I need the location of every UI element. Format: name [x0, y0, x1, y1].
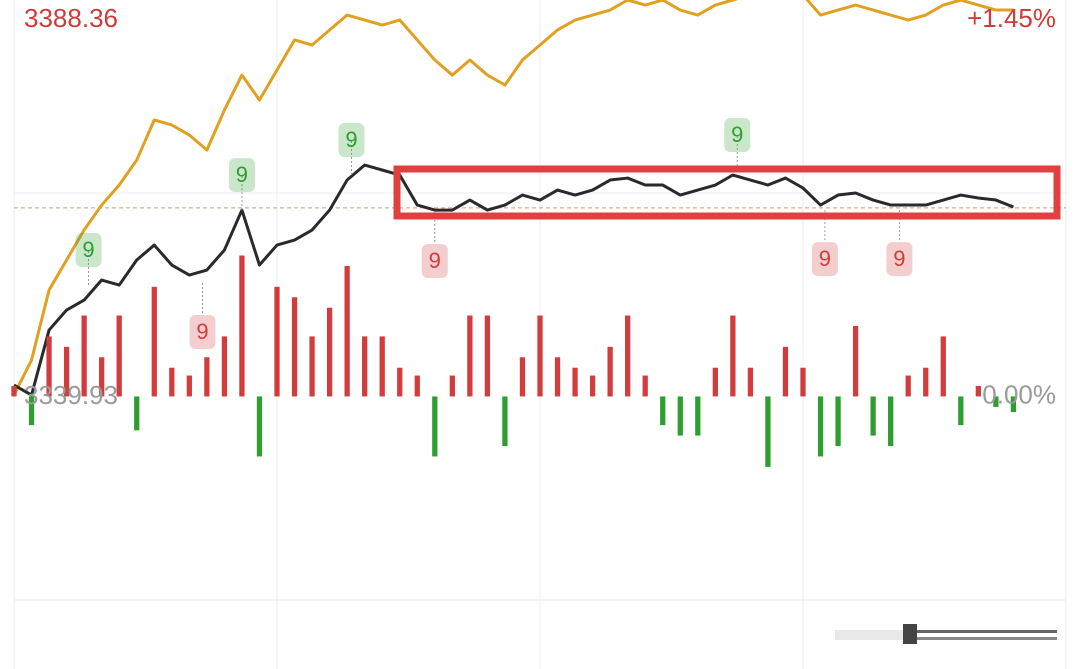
y2-tick-label: +1.45% [967, 3, 1056, 33]
bar [958, 396, 964, 426]
bar [151, 286, 157, 397]
bar [1010, 396, 1017, 413]
annotation-badge [724, 117, 751, 152]
bar [923, 367, 929, 397]
bar [362, 336, 368, 397]
bar [467, 315, 473, 397]
volume-icon [835, 624, 1057, 644]
bar [660, 396, 666, 426]
bar [993, 396, 999, 407]
bar [572, 367, 578, 397]
annotation-badge [338, 123, 365, 158]
bar [852, 325, 859, 397]
bar [449, 375, 455, 397]
bar [134, 396, 140, 431]
bar [589, 375, 596, 397]
bar [326, 307, 333, 397]
bar [239, 255, 245, 397]
bar [519, 357, 526, 397]
bar [11, 385, 17, 397]
bar [765, 396, 771, 467]
bar [99, 357, 105, 397]
bar [888, 396, 894, 447]
bar [204, 357, 210, 397]
bar [432, 396, 438, 457]
bar [554, 357, 561, 397]
annotation-badge [421, 244, 448, 279]
bar [607, 346, 613, 397]
bar [625, 315, 631, 397]
icon-line [917, 630, 1057, 633]
bar [870, 396, 876, 436]
bar [695, 396, 701, 436]
annotation-label: 9 [429, 248, 441, 273]
bar [256, 396, 263, 457]
plot: 9 9 9 9 9 9 9 9 3339.93 3388.36 0.00% +1.45% [11, 0, 1067, 669]
bar [169, 367, 175, 397]
bar [975, 385, 981, 397]
bar [502, 396, 508, 447]
annotation-label: 9 [236, 162, 248, 187]
y-tick-label: 3388.36 [24, 3, 118, 33]
bar [274, 286, 280, 397]
bar [642, 375, 648, 397]
icon-block [903, 624, 917, 644]
bar [677, 396, 683, 436]
bar [905, 375, 911, 397]
bar [712, 367, 718, 397]
annotation-badge [886, 242, 913, 277]
price-line [13, 163, 1014, 397]
annotation-label: 9 [819, 246, 831, 271]
bar [186, 375, 192, 397]
bar [379, 336, 385, 397]
bar [782, 346, 789, 397]
annotation-badge [75, 233, 102, 268]
annotation-label: 9 [893, 246, 905, 271]
bar [414, 375, 420, 397]
bar [221, 336, 228, 397]
bar [817, 396, 824, 457]
bar [537, 315, 543, 397]
bar [309, 336, 315, 397]
bar [344, 265, 350, 397]
bar [28, 396, 35, 426]
bar [116, 315, 122, 397]
bar [63, 346, 70, 397]
highlight-box [393, 165, 1061, 220]
bar [800, 367, 806, 397]
bar [484, 315, 491, 397]
annotation-label: 9 [196, 319, 208, 344]
y2-tick-label: 0.00% [982, 379, 1056, 409]
bar [747, 367, 754, 397]
price-line [12, 0, 1014, 396]
annotation-label: 9 [345, 127, 357, 152]
annotation-label: 9 [731, 122, 743, 147]
bar [730, 315, 736, 397]
icon-line [917, 637, 1057, 640]
icon-bar [835, 630, 905, 640]
annotation-label: 9 [82, 237, 94, 262]
bar [46, 336, 52, 397]
annotation-badge [228, 158, 255, 193]
bar [940, 336, 946, 397]
bar [835, 396, 841, 447]
bar [397, 367, 403, 397]
annotation-badge [811, 242, 838, 277]
annotation-badge [189, 315, 216, 350]
bar [81, 315, 87, 397]
bar [291, 297, 298, 397]
y-tick-label: 3339.93 [24, 380, 118, 410]
